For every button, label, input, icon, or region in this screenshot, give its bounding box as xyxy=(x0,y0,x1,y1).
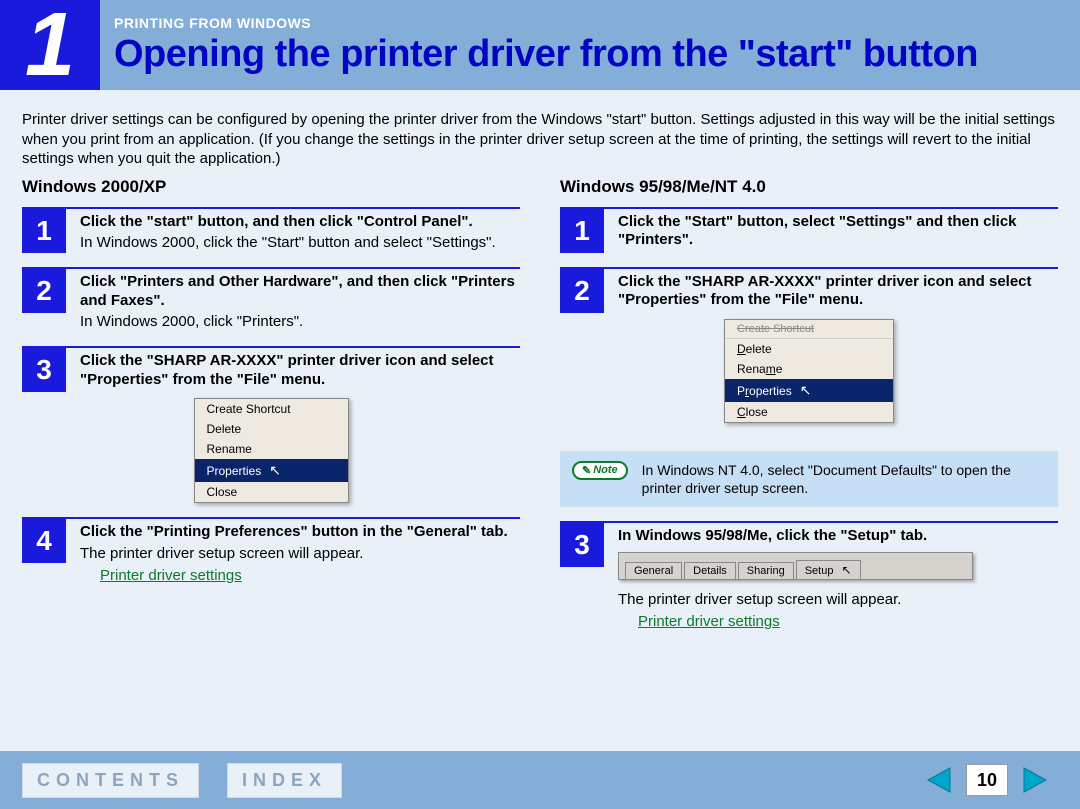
left-step-4: 4 Click the "Printing Preferences" butto… xyxy=(22,517,520,585)
menu-item: Create Shortcut xyxy=(195,399,348,419)
step-number: 3 xyxy=(560,523,604,567)
menu-item-truncated: Create Shortcut xyxy=(725,320,893,339)
context-menu-screenshot: Create Shortcut Delete Rename Properties… xyxy=(194,398,349,503)
left-step-2: 2 Click "Printers and Other Hardware", a… xyxy=(22,267,520,332)
menu-item-selected: Properties ↖ xyxy=(195,459,348,482)
right-step-1: 1 Click the "Start" button, select "Sett… xyxy=(560,207,1058,253)
menu-item: Close xyxy=(725,402,893,422)
step-title: Click the "Start" button, select "Settin… xyxy=(618,213,1058,251)
tab-sharing: Sharing xyxy=(738,562,794,579)
step-number: 2 xyxy=(560,269,604,313)
step-desc: The printer driver setup screen will app… xyxy=(618,590,1058,610)
step-desc: In Windows 2000, click the "Start" butto… xyxy=(80,233,520,253)
tab-setup: Setup ↖ xyxy=(796,560,861,579)
menu-item-label: elete xyxy=(746,342,772,356)
tab-details: Details xyxy=(684,562,736,579)
step-number: 3 xyxy=(22,348,66,392)
step-number: 2 xyxy=(22,269,66,313)
right-step-2: 2 Click the "SHARP AR-XXXX" printer driv… xyxy=(560,267,1058,423)
printer-settings-link[interactable]: Printer driver settings xyxy=(100,567,242,584)
menu-item-selected: Properties ↖ xyxy=(725,379,893,402)
cursor-icon: ↖ xyxy=(841,563,851,577)
menu-item: Delete xyxy=(195,419,348,439)
page-root: 1 PRINTING FROM WINDOWS Opening the prin… xyxy=(0,0,1080,809)
left-step-3: 3 Click the "SHARP AR-XXXX" printer driv… xyxy=(22,346,520,503)
step-title: Click the "SHARP AR-XXXX" printer driver… xyxy=(618,273,1058,311)
step-title: Click the "SHARP AR-XXXX" printer driver… xyxy=(80,352,520,390)
os-heading-right: Windows 95/98/Me/NT 4.0 xyxy=(560,177,1058,197)
arrow-left-icon xyxy=(924,766,952,794)
menu-item: Close xyxy=(195,482,348,502)
content-columns: Windows 2000/XP 1 Click the "start" butt… xyxy=(0,177,1080,646)
left-step-1: 1 Click the "start" button, and then cli… xyxy=(22,207,520,253)
step-number: 1 xyxy=(22,209,66,253)
tab-general: General xyxy=(625,562,682,579)
header-text: PRINTING FROM WINDOWS Opening the printe… xyxy=(100,0,1080,90)
step-number: 4 xyxy=(22,519,66,563)
left-column: Windows 2000/XP 1 Click the "start" butt… xyxy=(22,177,520,646)
next-page-button[interactable] xyxy=(1020,764,1052,796)
note-box: Note In Windows NT 4.0, select "Document… xyxy=(560,451,1058,507)
page-title: Opening the printer driver from the "sta… xyxy=(114,33,1080,76)
menu-item: Rename xyxy=(725,359,893,379)
prev-page-button[interactable] xyxy=(922,764,954,796)
cursor-icon: ↖ xyxy=(800,382,812,399)
step-number: 1 xyxy=(560,209,604,253)
step-title: In Windows 95/98/Me, click the "Setup" t… xyxy=(618,527,1058,546)
menu-item: Delete xyxy=(725,339,893,359)
tabs-screenshot: General Details Sharing Setup ↖ xyxy=(618,552,973,580)
cursor-icon: ↖ xyxy=(269,462,281,479)
printer-settings-link[interactable]: Printer driver settings xyxy=(638,613,780,630)
note-badge: Note xyxy=(572,461,628,480)
arrow-right-icon xyxy=(1022,766,1050,794)
page-number: 10 xyxy=(966,764,1008,796)
footer-bar: CONTENTS INDEX 10 xyxy=(0,751,1080,809)
right-step-3: 3 In Windows 95/98/Me, click the "Setup"… xyxy=(560,521,1058,631)
step-desc: In Windows 2000, click "Printers". xyxy=(80,312,520,332)
step-title: Click the "start" button, and then click… xyxy=(80,213,520,232)
chapter-number: 1 xyxy=(0,0,100,90)
menu-item-label: Properties xyxy=(207,464,262,478)
menu-item-label: Properties xyxy=(737,384,792,398)
step-title: Click "Printers and Other Hardware", and… xyxy=(80,273,520,311)
menu-item: Rename xyxy=(195,439,348,459)
page-header: 1 PRINTING FROM WINDOWS Opening the prin… xyxy=(0,0,1080,90)
step-desc: The printer driver setup screen will app… xyxy=(80,544,520,564)
breadcrumb: PRINTING FROM WINDOWS xyxy=(114,15,1080,31)
index-button[interactable]: INDEX xyxy=(227,763,342,798)
tab-label: Setup xyxy=(805,565,834,577)
context-menu-screenshot: Create Shortcut Delete Rename Properties… xyxy=(724,319,894,423)
step-title: Click the "Printing Preferences" button … xyxy=(80,523,520,542)
right-column: Windows 95/98/Me/NT 4.0 1 Click the "Sta… xyxy=(560,177,1058,646)
os-heading-left: Windows 2000/XP xyxy=(22,177,520,197)
note-text: In Windows NT 4.0, select "Document Defa… xyxy=(642,461,1046,497)
intro-paragraph: Printer driver settings can be configure… xyxy=(0,90,1080,177)
contents-button[interactable]: CONTENTS xyxy=(22,763,199,798)
